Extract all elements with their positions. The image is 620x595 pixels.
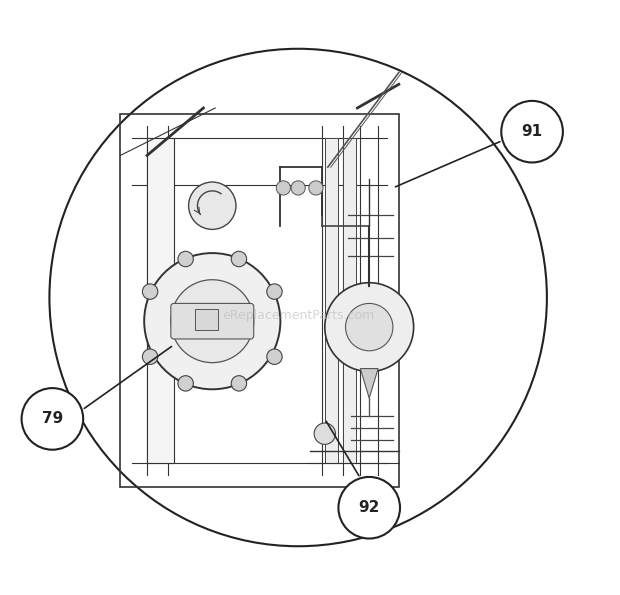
Circle shape	[345, 303, 393, 351]
Circle shape	[143, 284, 158, 299]
Circle shape	[502, 101, 563, 162]
Circle shape	[171, 280, 254, 362]
Circle shape	[178, 375, 193, 391]
Circle shape	[231, 251, 247, 267]
Text: 79: 79	[42, 411, 63, 427]
Circle shape	[143, 349, 158, 364]
Circle shape	[267, 284, 282, 299]
Circle shape	[22, 388, 83, 450]
Circle shape	[231, 375, 247, 391]
Circle shape	[178, 251, 193, 267]
Bar	[120, 114, 399, 487]
Circle shape	[277, 181, 290, 195]
Text: 91: 91	[521, 124, 542, 139]
Bar	[147, 137, 174, 464]
Circle shape	[144, 253, 280, 389]
Circle shape	[50, 49, 547, 546]
Circle shape	[325, 283, 414, 371]
Circle shape	[188, 182, 236, 230]
FancyBboxPatch shape	[171, 303, 254, 339]
Polygon shape	[360, 368, 378, 398]
Circle shape	[339, 477, 400, 538]
Bar	[343, 137, 356, 464]
Circle shape	[291, 181, 305, 195]
Text: eReplacementParts.com: eReplacementParts.com	[222, 309, 374, 322]
Bar	[195, 309, 218, 330]
Text: 92: 92	[358, 500, 380, 515]
Circle shape	[314, 423, 335, 444]
Bar	[325, 137, 338, 464]
Circle shape	[267, 349, 282, 364]
Circle shape	[309, 181, 323, 195]
